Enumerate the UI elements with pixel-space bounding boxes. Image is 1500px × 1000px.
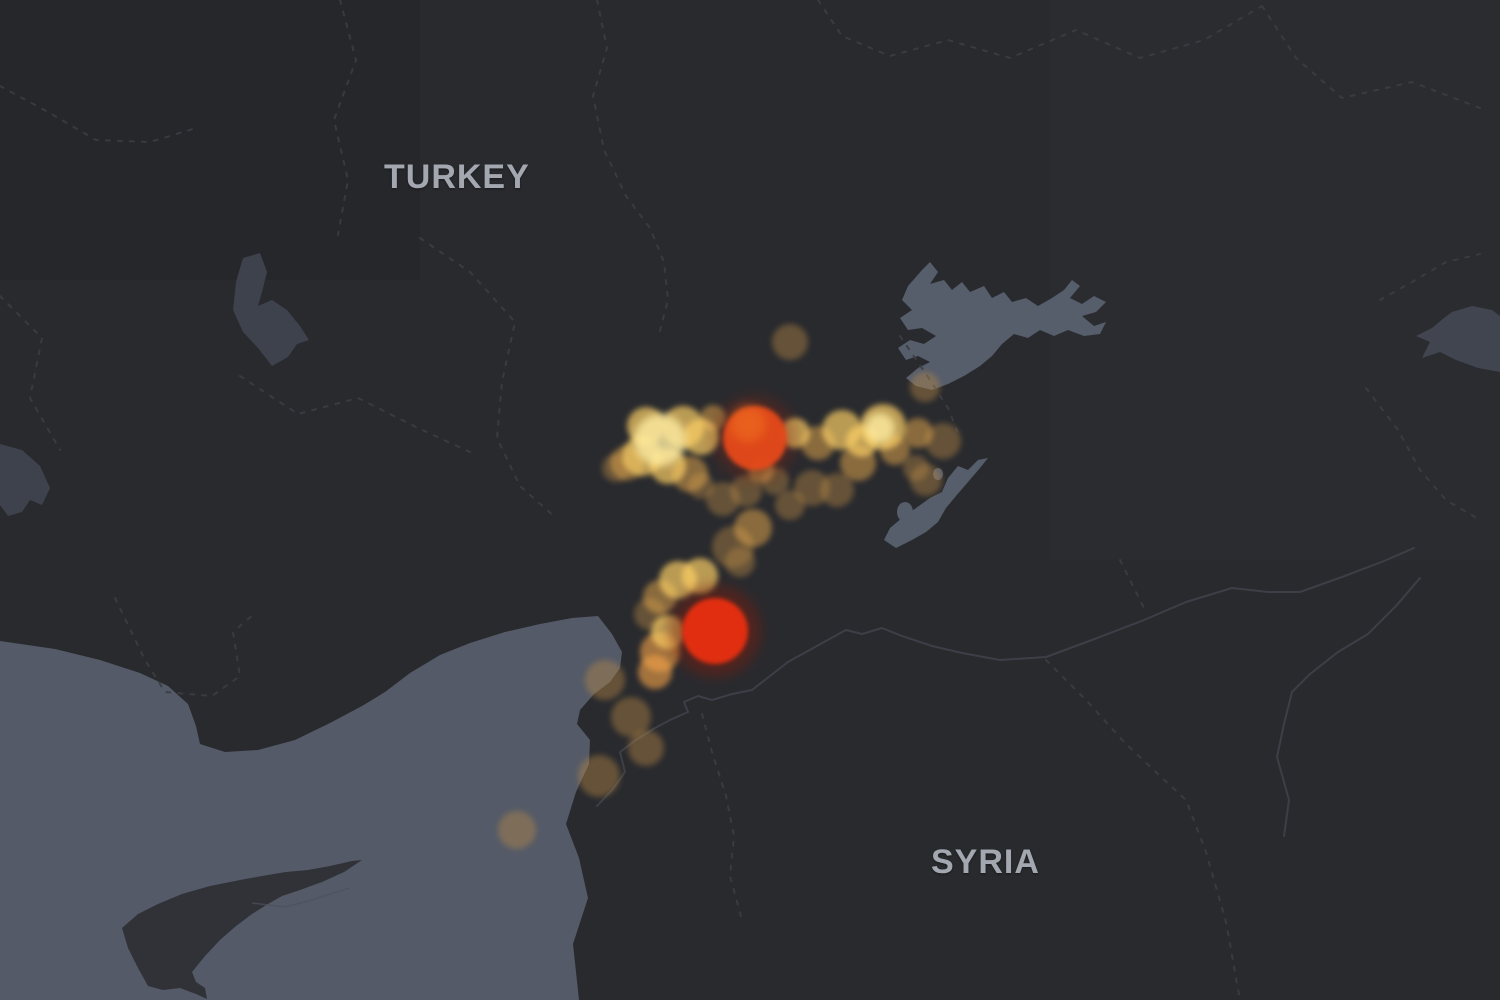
lake-fragment	[933, 468, 943, 480]
aftershock-dot	[794, 470, 830, 506]
aftershock-dot	[498, 811, 536, 849]
island-cyprus-divider-line	[251, 887, 351, 908]
island-cyprus	[122, 860, 362, 999]
label-syria: SYRIA	[931, 843, 1040, 881]
lake-reservoir-mid	[884, 458, 988, 548]
aftershock-dot	[865, 413, 895, 443]
aftershock-dot	[775, 490, 805, 520]
aftershock-dot	[683, 419, 719, 455]
mainshock-epicenter-dot	[730, 406, 766, 442]
aftershock-dot	[651, 615, 685, 649]
aftershock-dot	[611, 697, 651, 737]
lake-reservoir-north	[898, 262, 1106, 390]
aftershock-dot	[903, 418, 933, 448]
aftershock-dot	[734, 509, 772, 547]
aftershock-dot	[910, 372, 940, 402]
border-turkey-syria	[596, 547, 1415, 807]
lake-left-edge	[0, 444, 50, 516]
mainshock-epicenter-dot	[682, 598, 748, 664]
sea-mediterranean	[0, 616, 622, 1000]
aftershock-dot	[634, 414, 686, 466]
aftershock-dot	[659, 561, 697, 599]
border-syria-east	[1276, 577, 1421, 837]
lake-right-edge	[1416, 306, 1500, 372]
aftershock-dot	[772, 324, 808, 360]
aftershock-dot	[578, 755, 620, 797]
aftershock-dot	[725, 547, 755, 577]
lake-inland-west	[233, 253, 309, 366]
label-turkey: TURKEY	[384, 158, 530, 196]
aftershock-dot	[585, 660, 625, 700]
aftershock-dot	[706, 482, 740, 516]
country-borders	[596, 547, 1421, 837]
lake-fragment	[897, 502, 913, 522]
aftershock-dot	[910, 464, 942, 496]
aftershock-dot	[628, 730, 664, 766]
aftershock-dot	[903, 455, 929, 481]
land-shading	[0, 0, 1500, 560]
